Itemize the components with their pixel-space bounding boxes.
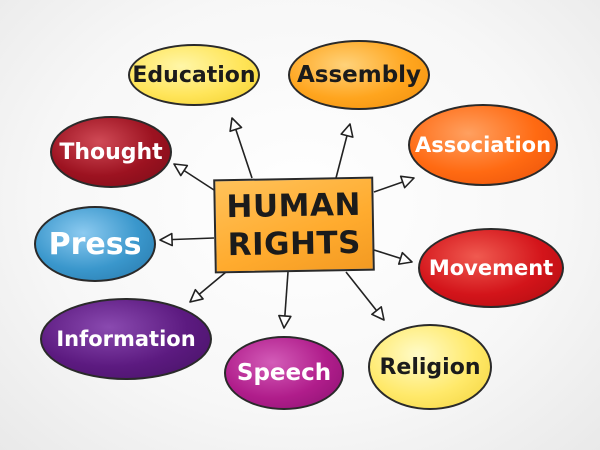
arrow-to-thought (173, 163, 215, 191)
node-education: Education (128, 44, 260, 106)
arrow-to-thought-head (173, 163, 189, 177)
arrow-to-movement-head (397, 251, 413, 265)
node-speech-label: Speech (236, 360, 332, 386)
arrow-to-assembly-head (340, 123, 354, 138)
node-movement-label: Movement (428, 256, 554, 280)
arrow-to-press-head (159, 232, 174, 247)
node-religion: Religion (368, 324, 492, 410)
arrow-to-association (373, 175, 415, 193)
node-press-label: Press (48, 226, 142, 262)
central-topic-line1: HUMAN (226, 186, 362, 226)
central-topic-line2: RIGHTS (227, 224, 362, 264)
arrow-to-speech (278, 271, 292, 329)
node-association-label: Association (414, 133, 552, 157)
node-press: Press (34, 206, 156, 282)
node-assembly-label: Assembly (296, 62, 422, 88)
arrow-to-information-head (189, 288, 204, 303)
node-movement: Movement (418, 228, 564, 308)
arrow-to-information (189, 271, 227, 303)
node-speech: Speech (224, 336, 344, 410)
arrow-to-education (229, 117, 253, 179)
node-religion-label: Religion (379, 354, 481, 380)
node-assembly: Assembly (288, 40, 430, 110)
node-thought: Thought (50, 116, 172, 188)
arrow-to-association-head (399, 175, 415, 189)
arrow-to-assembly (335, 123, 354, 179)
node-thought-label: Thought (59, 139, 163, 165)
arrow-to-education-head (229, 117, 243, 133)
node-education-label: Education (132, 62, 256, 88)
node-association: Association (408, 104, 558, 186)
arrow-to-speech-head (278, 314, 292, 329)
arrow-to-religion (345, 271, 385, 321)
arrow-to-religion-head (371, 306, 385, 321)
arrow-to-movement (373, 249, 413, 265)
node-information: Information (40, 298, 212, 380)
arrow-to-press (159, 232, 215, 247)
node-information-label: Information (56, 327, 196, 351)
central-topic-box: HUMAN RIGHTS (213, 176, 375, 274)
